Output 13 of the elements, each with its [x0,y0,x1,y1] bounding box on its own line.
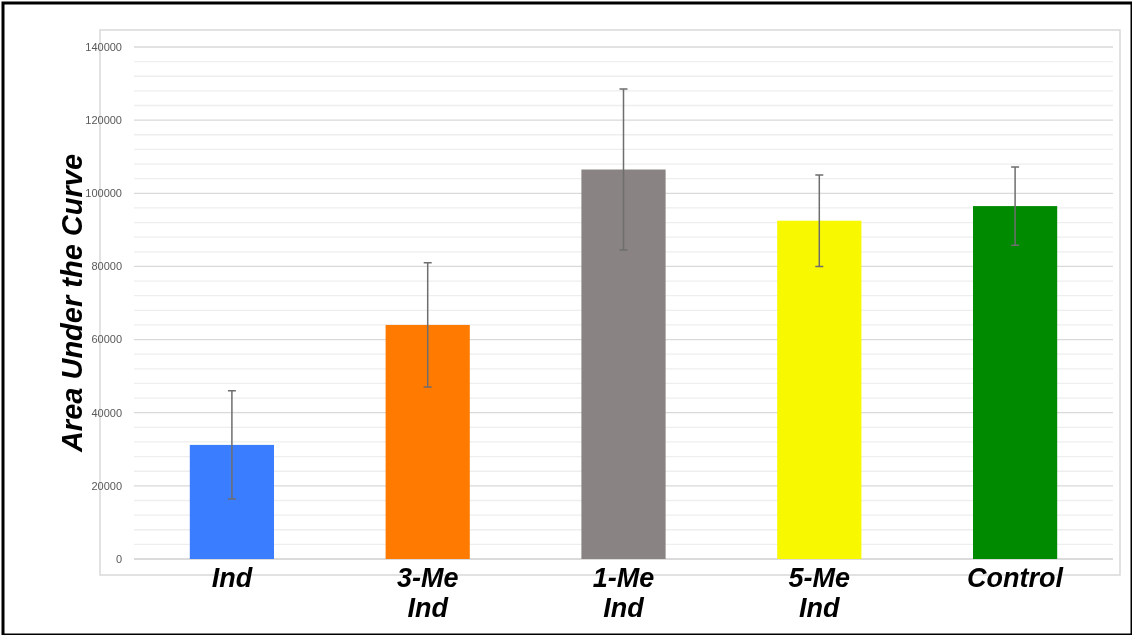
y-tick-label: 40000 [91,406,122,419]
y-tick-label: 100000 [85,187,122,200]
x-tick-label: Control [967,563,1064,593]
x-tick-label: 5-Me Ind [788,563,851,623]
x-tick-label: Ind [211,563,253,593]
x-tick-label: 3-Me Ind [396,563,459,623]
y-tick-label: 20000 [91,479,122,492]
y-tick-label: 0 [115,552,122,565]
y-tick-label: 120000 [85,113,122,126]
y-tick-label: 140000 [85,40,122,53]
y-tick-label: 80000 [91,260,122,273]
y-tick-label: 60000 [91,333,122,346]
x-tick-label: 1-Me Ind [592,563,655,623]
